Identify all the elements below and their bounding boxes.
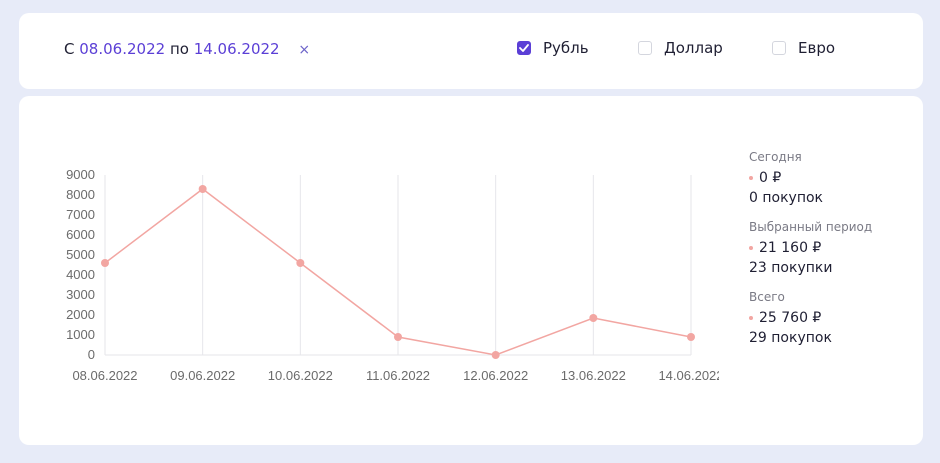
- y-tick-label: 8000: [66, 187, 95, 202]
- series-dot-icon: [749, 316, 753, 320]
- currency-checkbox-eur[interactable]: Евро: [772, 39, 835, 57]
- y-tick-label: 6000: [66, 227, 95, 242]
- y-tick-label: 2000: [66, 307, 95, 322]
- stat-today-amount-row: 0 ₽: [749, 168, 919, 188]
- y-tick-label: 1000: [66, 327, 95, 342]
- data-point: [296, 259, 305, 267]
- stat-today-count: 0 покупок: [749, 190, 823, 206]
- data-point: [394, 333, 402, 341]
- y-tick-label: 0: [88, 347, 95, 362]
- y-tick-label: 4000: [66, 267, 95, 282]
- data-point: [589, 314, 598, 322]
- stat-period-count: 23 покупки: [749, 260, 833, 276]
- y-tick-label: 7000: [66, 207, 95, 222]
- stat-today-amount: 0 ₽: [759, 170, 782, 186]
- y-tick-label: 5000: [66, 247, 95, 262]
- stat-period-amount: 21 160 ₽: [759, 240, 822, 256]
- date-range-middle: по: [169, 40, 189, 58]
- currency-label-usd: Доллар: [664, 39, 723, 57]
- checkbox-unchecked-icon[interactable]: [638, 41, 652, 55]
- checkbox-checked-icon[interactable]: [517, 41, 531, 55]
- data-point: [491, 351, 500, 359]
- stat-today: Сегодня 0 ₽ 0 покупок: [749, 150, 919, 208]
- sales-line-chart: 0 1000 2000 3000 4000 5000 6000 7000 8000 9000 08.…: [66, 167, 719, 383]
- to-date-link[interactable]: 14.06.2022: [193, 40, 280, 58]
- clear-dates-icon[interactable]: ×: [298, 42, 311, 58]
- stat-total-label: Всего: [749, 290, 785, 304]
- x-tick-label: 09.06.2022: [170, 368, 235, 383]
- stat-total-amount: 25 760 ₽: [759, 310, 822, 326]
- date-filter-bar: С 08.06.2022 по 14.06.2022 × Рубль Долла…: [19, 13, 923, 89]
- data-point: [687, 333, 695, 341]
- checkbox-unchecked-icon[interactable]: [772, 41, 786, 55]
- stat-period-label: Выбранный период: [749, 220, 873, 234]
- sales-stats: Сегодня 0 ₽ 0 покупок Выбранный период 2…: [749, 150, 919, 360]
- y-tick-label: 9000: [66, 167, 95, 182]
- stat-period-amount-row: 21 160 ₽: [749, 238, 919, 258]
- currency-label-rub: Рубль: [543, 39, 589, 57]
- stat-today-label: Сегодня: [749, 150, 802, 164]
- x-tick-label: 13.06.2022: [561, 368, 626, 383]
- currency-checkbox-rub[interactable]: Рубль: [517, 39, 589, 57]
- sales-chart-card: 0 1000 2000 3000 4000 5000 6000 7000 8000 9000 08.…: [19, 96, 923, 445]
- date-range-prefix: С: [64, 40, 75, 58]
- x-tick-label: 10.06.2022: [268, 368, 333, 383]
- y-tick-label: 3000: [66, 287, 95, 302]
- from-date-link[interactable]: 08.06.2022: [79, 40, 166, 58]
- stat-period: Выбранный период 21 160 ₽ 23 покупки: [749, 220, 919, 278]
- series-dot-icon: [749, 176, 753, 180]
- currency-checkbox-usd[interactable]: Доллар: [638, 39, 723, 57]
- x-tick-label: 14.06.2022: [658, 368, 719, 383]
- date-range: С 08.06.2022 по 14.06.2022 ×: [64, 40, 310, 58]
- data-point: [198, 185, 207, 193]
- stat-total-amount-row: 25 760 ₽: [749, 308, 919, 328]
- x-tick-label: 08.06.2022: [72, 368, 137, 383]
- x-tick-label: 12.06.2022: [463, 368, 528, 383]
- series-dot-icon: [749, 246, 753, 250]
- data-point: [101, 259, 109, 267]
- stat-total-count: 29 покупок: [749, 330, 832, 346]
- stat-total: Всего 25 760 ₽ 29 покупок: [749, 290, 919, 348]
- currency-label-eur: Евро: [798, 39, 836, 57]
- x-tick-label: 11.06.2022: [366, 368, 430, 383]
